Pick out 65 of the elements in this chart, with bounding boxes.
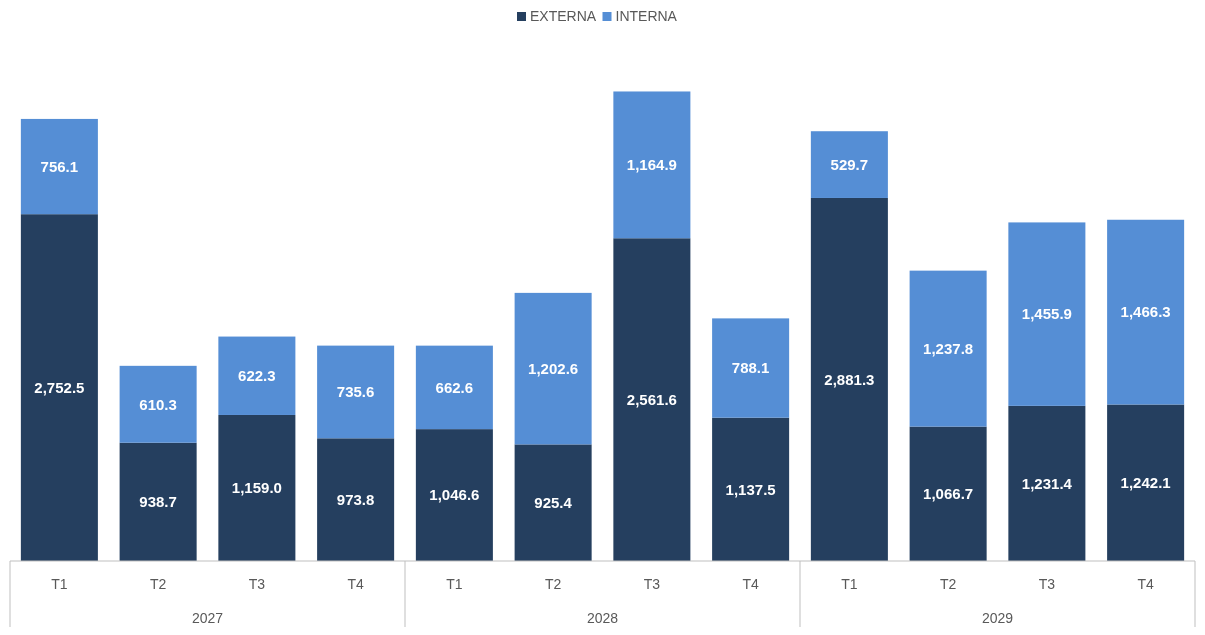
bar: [1008, 222, 1086, 406]
x-tick-label: T2: [939, 576, 957, 592]
bar: [613, 91, 691, 239]
bar: [613, 238, 691, 561]
bar: [712, 318, 790, 418]
legend-label: EXTERNA: [530, 8, 597, 24]
bar: [218, 414, 296, 561]
x-tick-label: T2: [149, 576, 167, 592]
data-label: 2,881.3: [824, 370, 875, 388]
x-tick-label: T1: [446, 576, 463, 592]
bar: [317, 438, 395, 561]
bar: [810, 131, 888, 198]
data-label: 1,231.4: [1021, 474, 1073, 492]
bar: [1008, 405, 1086, 561]
data-label: 622.3: [238, 367, 276, 385]
data-label: 1,237.8: [923, 339, 974, 357]
data-label: 735.6: [336, 383, 375, 401]
data-label: 938.7: [139, 493, 177, 511]
x-tick-label: T4: [742, 576, 759, 592]
data-label: 610.3: [139, 395, 177, 413]
x-tick-label: T3: [643, 576, 661, 592]
bar: [810, 197, 888, 561]
x-tick-label: T3: [248, 576, 266, 592]
text: 2028: [586, 610, 619, 626]
data-label: 1,046.6: [429, 486, 480, 504]
x-tick-label: T4: [347, 576, 364, 592]
bar: [1107, 219, 1185, 405]
bar: [415, 345, 493, 430]
bar: [909, 426, 987, 561]
data-label: 1,164.9: [626, 156, 677, 174]
bar: [415, 429, 493, 561]
data-label: 1,137.5: [725, 480, 776, 498]
data-label: 756.1: [40, 157, 79, 175]
x-tick-label: T3: [1038, 576, 1056, 592]
data-label: 1,159.0: [231, 479, 282, 497]
bar: [712, 417, 790, 561]
x-tick-label: T4: [1137, 576, 1154, 592]
data-label: 1,242.1: [1120, 474, 1171, 491]
bar: [218, 336, 296, 415]
bar: [20, 214, 98, 561]
bar: [909, 270, 987, 427]
bar: [20, 118, 98, 215]
x-tick-label: T1: [51, 576, 68, 592]
bar: [514, 292, 592, 445]
bar: [1107, 404, 1185, 561]
data-label: 529.7: [830, 155, 869, 173]
text: 2029: [981, 610, 1014, 626]
bar: [119, 365, 197, 443]
text: 2027: [191, 610, 224, 626]
data-label: 1,202.6: [528, 359, 579, 377]
data-label: 1,455.9: [1021, 305, 1072, 323]
bar: [514, 444, 592, 561]
data-label: 662.6: [435, 378, 474, 396]
data-label: 1,066.7: [923, 485, 974, 503]
data-label: 925.4: [534, 493, 573, 511]
data-label: 973.8: [336, 490, 375, 508]
data-label: 788.1: [731, 359, 770, 377]
data-label: 2,561.6: [626, 390, 677, 408]
legend-label: INTERNA: [615, 8, 678, 24]
data-label: 2,752.5: [34, 378, 85, 396]
bar: [119, 442, 197, 561]
x-tick-label: T2: [544, 576, 562, 592]
data-label: 1,466.3: [1120, 303, 1171, 321]
x-tick-label: T1: [841, 576, 858, 592]
bar: [317, 345, 395, 439]
